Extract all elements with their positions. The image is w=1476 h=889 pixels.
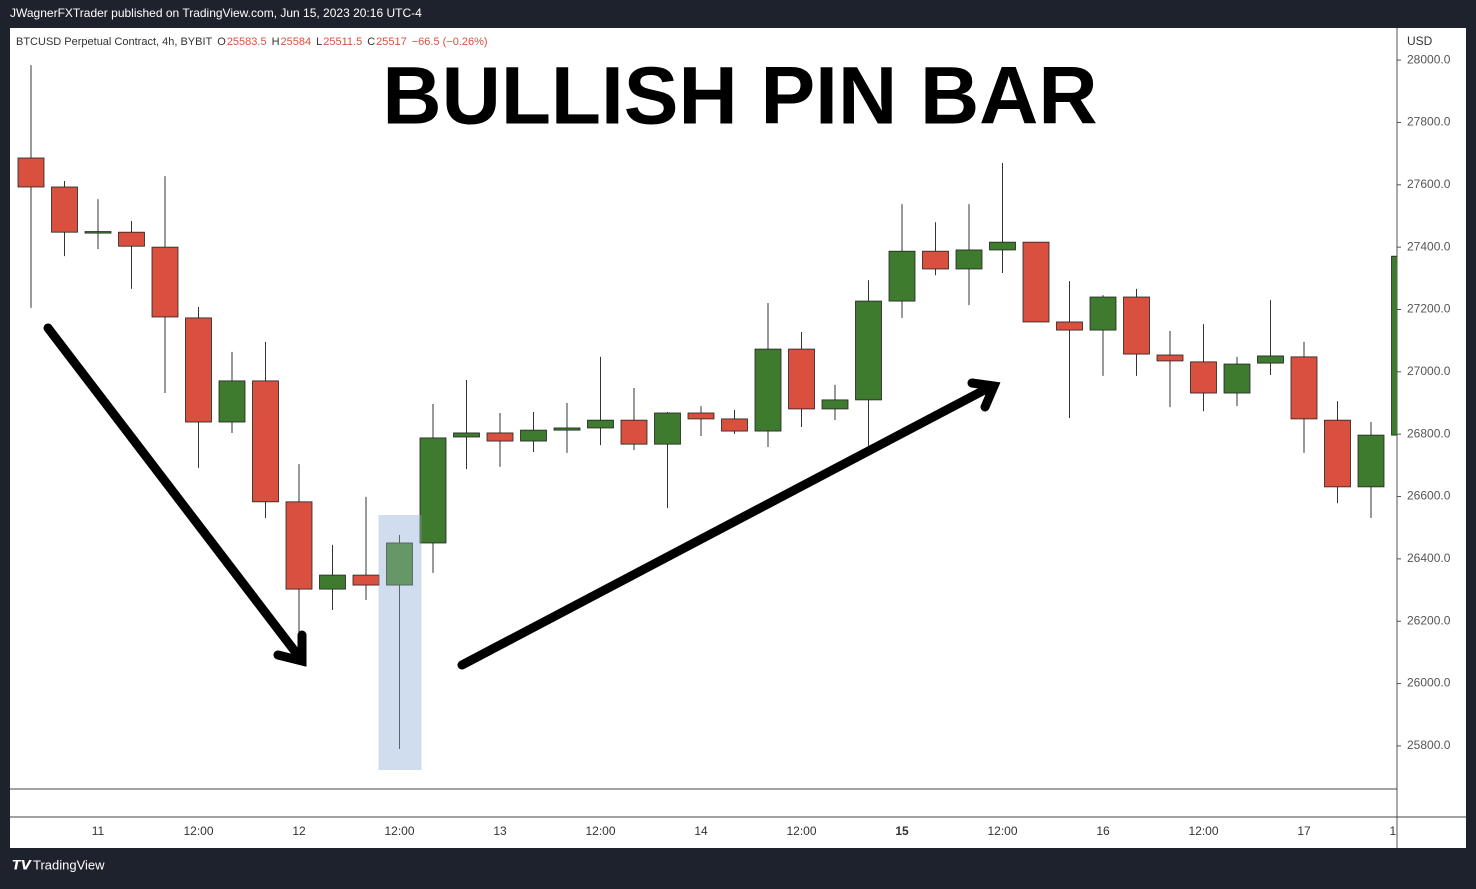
candle-body [352, 574, 380, 586]
candle-body [520, 429, 547, 442]
x-tick-label: 15 [895, 824, 909, 838]
candle-body [1190, 361, 1217, 394]
candle-body [989, 241, 1016, 251]
candle-body [319, 574, 346, 590]
brand: TradingView [33, 857, 105, 872]
x-tick-label: 12:00 [786, 824, 816, 838]
y-tick-label: 26000.0 [1407, 676, 1451, 690]
candle-body [888, 250, 916, 302]
ohlc-label: C [367, 36, 375, 48]
ohlc-value: 25583.5 [227, 36, 267, 48]
x-tick-label: 12:00 [183, 824, 213, 838]
y-tick-label: 27200.0 [1407, 302, 1451, 316]
candle-body [118, 231, 145, 247]
chart-title: BULLISH PIN BAR [382, 51, 1097, 142]
x-tick-label: 12:00 [1188, 824, 1218, 838]
y-tick-label: 26800.0 [1407, 426, 1451, 440]
trend-arrows [43, 323, 1001, 670]
candle-body [788, 348, 815, 410]
candle-body [218, 380, 246, 423]
candle-body [185, 317, 212, 423]
candle-body [1391, 255, 1397, 436]
candle-body [252, 380, 279, 503]
candle-body [1022, 241, 1050, 323]
x-tick-label: 12:00 [384, 824, 414, 838]
y-tick-label: 27800.0 [1407, 115, 1451, 129]
candle-body [453, 432, 480, 438]
y-tick-label: 26600.0 [1407, 489, 1451, 503]
x-tick-label: 12 [292, 824, 306, 838]
ohlc-value: 25511.5 [323, 36, 362, 48]
candle-body [1223, 363, 1251, 394]
candle-body [1324, 419, 1351, 488]
y-tick-label: 28000.0 [1407, 52, 1451, 66]
y-tick-label: 27600.0 [1407, 177, 1451, 191]
x-tick-label: 17 [1297, 824, 1311, 838]
down-arrow-head [273, 630, 307, 667]
publish-info: JWagnerFXTrader published on TradingView… [10, 6, 422, 20]
candle-body [922, 250, 949, 270]
chart-area [10, 28, 1466, 848]
candle-body [654, 412, 681, 445]
candle-body [1056, 321, 1083, 331]
candle-body [754, 348, 782, 432]
plot [17, 65, 1397, 770]
currency-label: USD [1407, 34, 1433, 48]
ohlc-label: O [217, 36, 226, 48]
brand-logo: 𝙏𝙑 [12, 857, 32, 872]
candle-body [151, 246, 179, 318]
symbol-info: BTCUSD Perpetual Contract, 4h, BYBIT O 255… [16, 36, 488, 48]
candle-body [855, 300, 882, 401]
candle-body [553, 427, 581, 431]
candle-body [620, 419, 648, 445]
candle-body [821, 399, 849, 410]
x-tick-label: 12:00 [1389, 824, 1419, 838]
candle-body [1089, 296, 1117, 331]
x-tick-label: 11 [92, 824, 105, 838]
x-tick-label: 16 [1096, 824, 1110, 838]
ohlc-value: 25517 [376, 36, 407, 48]
down-arrow [43, 323, 305, 663]
candle-body [51, 186, 78, 233]
candle-body [687, 412, 715, 420]
candle-body [955, 249, 983, 270]
candle-body [1290, 356, 1318, 420]
up-arrow-head [967, 378, 1001, 412]
candle-body [1257, 355, 1284, 364]
candle-body [419, 437, 447, 544]
candle-body [285, 501, 313, 590]
candle-body [587, 419, 614, 429]
up-arrow [457, 381, 997, 670]
candle-body [386, 542, 413, 586]
x-tick-label: 13 [493, 824, 507, 838]
ohlc-value: 25584 [281, 36, 312, 48]
y-tick-label: 26200.0 [1407, 613, 1451, 627]
candle-body [1357, 434, 1385, 488]
candle-body [486, 432, 514, 442]
candle-body [1156, 354, 1184, 362]
y-tick-label: 27000.0 [1407, 364, 1451, 378]
pin-bar-highlight-overlay [378, 515, 422, 770]
change: −66.5 (−0.26%) [412, 36, 488, 48]
time-axis: 11 12:00 12 12:00 13 12:00 14 12:00 15 12:00 16 12:… [92, 824, 1419, 838]
candle-body [84, 231, 112, 234]
symbol: BTCUSD Perpetual Contract, 4h, BYBIT [16, 36, 213, 48]
ohlc-label: H [272, 36, 280, 48]
candle-body [721, 418, 748, 432]
x-tick-label: 12:00 [987, 824, 1017, 838]
candle-body [1123, 296, 1150, 355]
x-tick-label: 12:00 [585, 824, 615, 838]
candle-body [17, 157, 45, 188]
x-tick-label: 14 [694, 824, 708, 838]
ohlc-label: L [316, 36, 322, 48]
y-tick-label: 26400.0 [1407, 551, 1451, 565]
y-tick-label: 27400.0 [1407, 239, 1451, 253]
y-tick-label: 25800.0 [1407, 738, 1451, 752]
